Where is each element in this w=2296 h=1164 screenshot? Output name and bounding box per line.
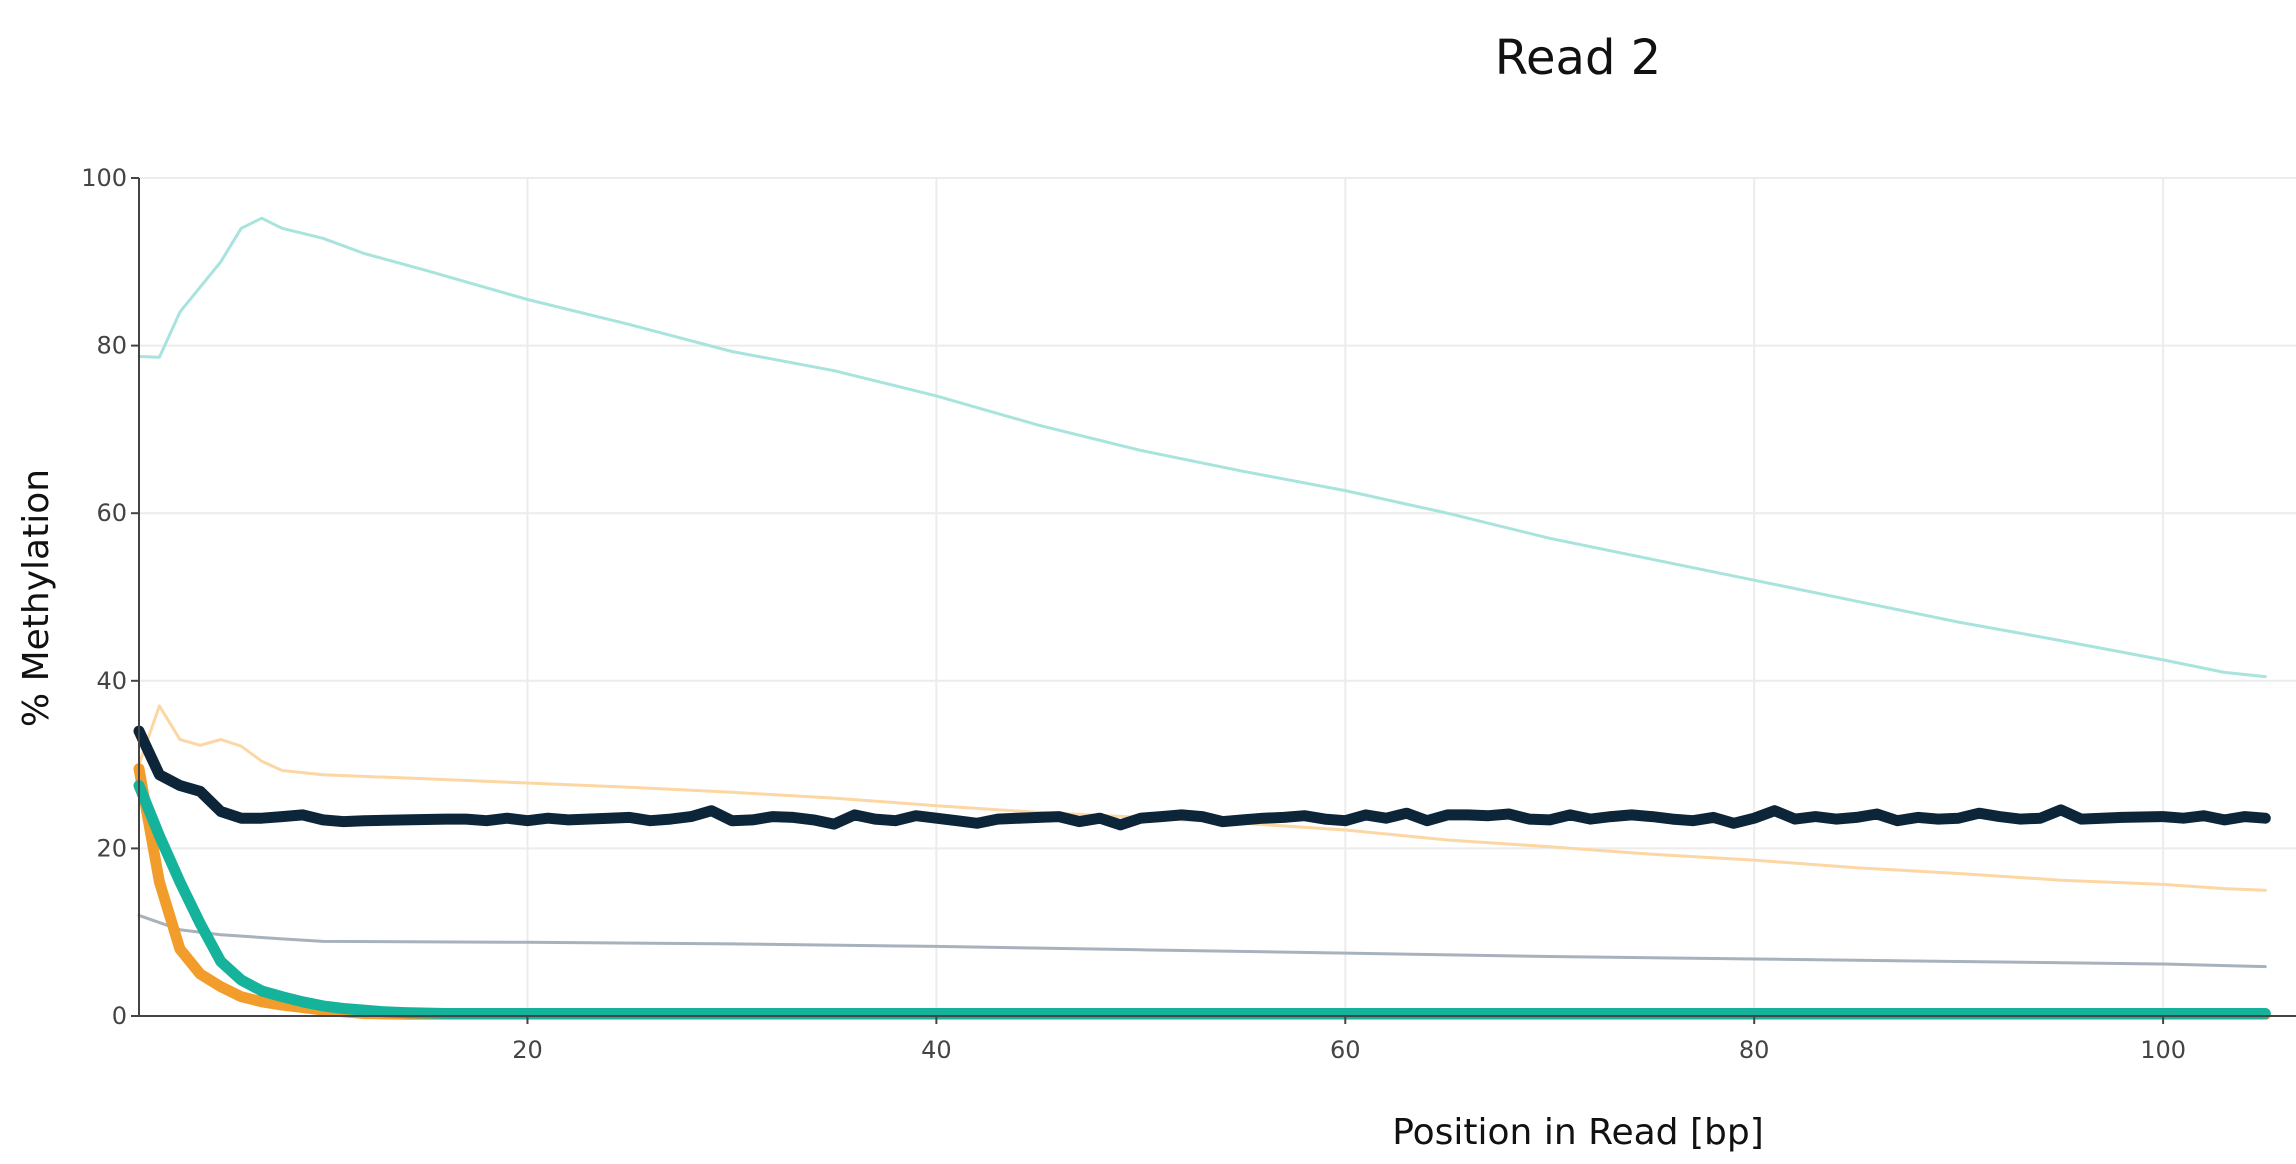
x-tick-label: 20 <box>512 1036 543 1064</box>
x-tick-label: 80 <box>1739 1036 1770 1064</box>
series-line-5 <box>133 780 2271 1019</box>
y-tick-label: 100 <box>81 164 127 192</box>
chart-title: Read 2 <box>1495 30 1661 86</box>
y-tick-label: 80 <box>96 332 127 360</box>
y-tick-label: 20 <box>96 834 127 862</box>
series-lines <box>133 216 2271 1020</box>
x-tick-label: 40 <box>921 1036 952 1064</box>
y-tick-label: 60 <box>96 499 127 527</box>
axes: 0 20 40 60 80 100 20 40 60 80 100 <box>81 164 2296 1064</box>
y-tick-label: 0 <box>112 1002 127 1030</box>
y-tick-label: 40 <box>96 667 127 695</box>
series-line-2 <box>137 704 2267 892</box>
series-line-6 <box>133 725 2271 831</box>
x-tick-label: 60 <box>1330 1036 1361 1064</box>
series-line-4 <box>133 763 2271 1020</box>
y-axis-title: % Methylation <box>16 469 57 727</box>
x-axis-title: Position in Read [bp] <box>1392 1112 1764 1153</box>
gridlines <box>139 177 2296 1016</box>
series-line-1 <box>137 216 2267 679</box>
series-line-3 <box>137 913 2267 969</box>
x-tick-label: 100 <box>2140 1036 2186 1064</box>
